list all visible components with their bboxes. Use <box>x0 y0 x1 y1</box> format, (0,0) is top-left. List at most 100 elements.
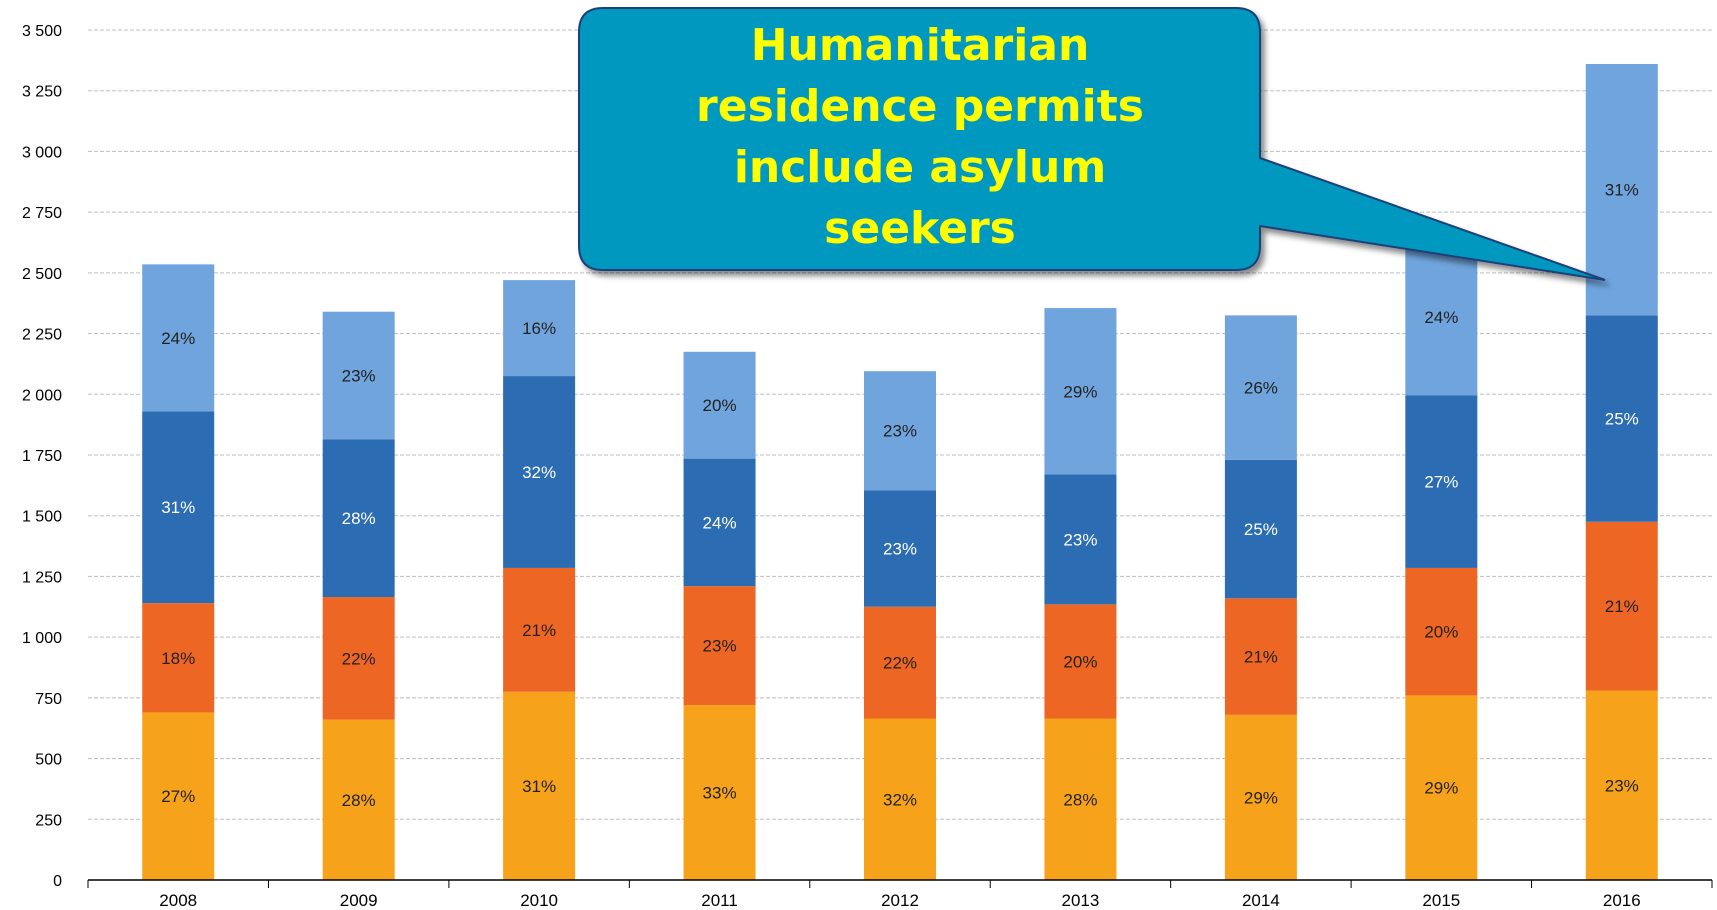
segment-label: 25% <box>1605 410 1639 429</box>
bar-segment <box>1044 718 1117 880</box>
x-tick-label: 2016 <box>1603 891 1641 910</box>
x-axis-tick-labels: 2008 2009 2010 2011 2012 2013 2014 2015 2016 <box>159 891 1640 910</box>
segment-label: 23% <box>342 366 376 385</box>
x-tick-label: 2009 <box>340 891 378 910</box>
bar-segment <box>1405 395 1478 568</box>
segment-label: 23% <box>883 422 917 441</box>
segment-label: 16% <box>522 319 556 338</box>
segment-label: 31% <box>522 777 556 796</box>
bar-segment <box>503 567 576 692</box>
callout-line-2: residence permits <box>696 81 1144 132</box>
bar-segment <box>142 264 215 412</box>
y-tick-label: 3 500 <box>22 23 62 40</box>
bar-segment <box>1044 604 1117 719</box>
segment-label: 23% <box>883 540 917 559</box>
bar-segment <box>864 606 936 719</box>
segment-label: 20% <box>703 396 737 415</box>
y-axis-tick-labels: 0 250 500 750 1 000 1 250 1 500 1 750 2 000 2 250… <box>22 23 62 890</box>
bar-segment <box>1585 64 1658 316</box>
bar-segment <box>683 705 756 880</box>
segment-label: 20% <box>1063 652 1097 671</box>
segment-label: 21% <box>1244 648 1278 667</box>
bar-segment <box>683 586 756 706</box>
segment-label: 28% <box>342 791 376 810</box>
segment-label: 18% <box>161 649 195 668</box>
x-tick-label: 2014 <box>1242 891 1280 910</box>
bar-segment <box>1585 521 1658 691</box>
callout-line-4: seekers <box>824 203 1016 254</box>
segment-label: 29% <box>1424 779 1458 798</box>
y-tick-label: 2 500 <box>22 266 62 283</box>
bar-segment <box>1224 459 1297 599</box>
bar-segment <box>322 597 395 720</box>
bar-segment <box>503 280 576 377</box>
bar-segment <box>1224 315 1297 460</box>
y-tick-label: 250 <box>35 812 62 829</box>
segment-label: 26% <box>1244 379 1278 398</box>
callout-line-3: include asylum <box>734 142 1106 193</box>
y-tick-label: 2 250 <box>22 327 62 344</box>
segment-label: 25% <box>1244 520 1278 539</box>
y-tick-label: 3 000 <box>22 144 62 161</box>
bar-segment <box>1224 598 1297 715</box>
x-tick-label: 2008 <box>159 891 197 910</box>
bar-segment <box>322 439 395 598</box>
segment-label: 22% <box>883 654 917 673</box>
bar-segment <box>1224 714 1297 880</box>
segment-label: 33% <box>703 784 737 803</box>
x-tick-label: 2011 <box>701 891 738 910</box>
bars: 27% 18% 31% 24% 28% 22% 28% 23% 31% 21% 32% 16% 33% 2… <box>142 64 1658 880</box>
bar-segment <box>1405 567 1478 696</box>
bar-segment <box>142 712 215 880</box>
bar-segment <box>1044 474 1117 605</box>
segment-label: 27% <box>1424 473 1458 492</box>
bar-segment <box>864 490 936 607</box>
x-axis <box>87 879 1713 888</box>
bar-segment <box>503 691 576 880</box>
x-tick-label: 2015 <box>1422 891 1460 910</box>
segment-label: 29% <box>1244 788 1278 807</box>
y-tick-label: 500 <box>35 752 62 769</box>
segment-label: 20% <box>1424 623 1458 642</box>
y-tick-label: 1 250 <box>22 569 62 586</box>
y-tick-label: 2 750 <box>22 205 62 222</box>
y-tick-label: 1 000 <box>22 630 62 647</box>
x-tick-label: 2013 <box>1062 891 1100 910</box>
segment-label: 32% <box>522 463 556 482</box>
segment-label: 32% <box>883 790 917 809</box>
x-tick-label: 2010 <box>520 891 558 910</box>
bar-segment <box>1585 315 1658 522</box>
y-tick-label: 750 <box>35 691 62 708</box>
callout-annotation: Humanitarian residence permits include a… <box>578 7 1606 281</box>
segment-label: 31% <box>161 498 195 517</box>
segment-label: 22% <box>342 649 376 668</box>
segment-label: 29% <box>1063 382 1097 401</box>
segment-label: 23% <box>1063 530 1097 549</box>
x-tick-label: 2012 <box>881 891 919 910</box>
segment-label: 28% <box>1063 790 1097 809</box>
y-tick-label: 0 <box>53 873 62 890</box>
bar-segment <box>1585 690 1658 880</box>
bar-segment <box>142 603 215 713</box>
bar-segment <box>683 351 756 459</box>
bar-segment <box>864 371 936 491</box>
bar-segment <box>864 718 936 880</box>
segment-label: 24% <box>703 513 737 532</box>
bar-segment <box>503 376 576 568</box>
y-tick-label: 1 500 <box>22 509 62 526</box>
bar-segment <box>142 411 215 604</box>
y-tick-label: 1 750 <box>22 448 62 465</box>
segment-label: 24% <box>1424 308 1458 327</box>
segment-label: 31% <box>1605 181 1639 200</box>
segment-label: 27% <box>161 787 195 806</box>
bar-segment <box>1405 695 1478 880</box>
y-tick-label: 2 000 <box>22 387 62 404</box>
segment-label: 23% <box>1605 776 1639 795</box>
y-tick-label: 3 250 <box>22 84 62 101</box>
bar-segment <box>322 311 395 440</box>
segment-label: 24% <box>161 329 195 348</box>
bar-segment <box>683 458 756 587</box>
bar-segment <box>1044 308 1117 475</box>
segment-label: 21% <box>522 621 556 640</box>
